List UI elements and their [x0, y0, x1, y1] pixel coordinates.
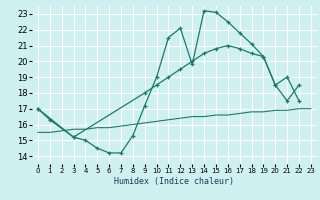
X-axis label: Humidex (Indice chaleur): Humidex (Indice chaleur): [115, 177, 234, 186]
